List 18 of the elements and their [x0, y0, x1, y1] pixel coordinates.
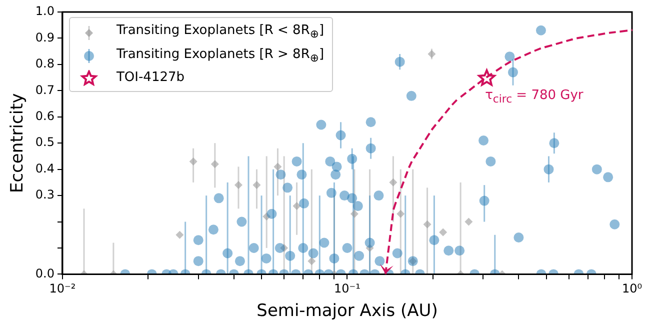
x-tick-label: 10⁻¹: [334, 282, 361, 296]
x-axis-title: Semi-major Axis (AU): [256, 301, 438, 322]
legend-label: Transiting Exoplanets [R > 8R$_{⊕}$]: [116, 46, 324, 66]
y-axis-title: Eccentricity: [8, 93, 28, 194]
y-tick-label: 0.5: [35, 135, 54, 150]
y-tick-label: 0.3: [35, 188, 54, 202]
annotation: τ$_{circ}$ = 780 Gyr: [485, 88, 584, 106]
y-tick-label: 0.9: [35, 30, 54, 44]
y-tick-label: 0.4: [35, 161, 54, 176]
legend-label: TOI-4127b: [116, 69, 185, 88]
x-tick-label: 10⁻²: [49, 282, 76, 296]
x-tick-label: 10⁰: [622, 282, 642, 296]
y-tick-label: 0.0: [35, 266, 54, 280]
y-tick-label: 0.8: [35, 56, 54, 71]
y-tick-label: 0.7: [35, 82, 54, 97]
legend-label: Transiting Exoplanets [R < 8R$_{⊕}$]: [116, 22, 324, 43]
y-tick-label: 0.6: [35, 109, 54, 124]
y-tick-label: 1.0: [35, 4, 54, 18]
